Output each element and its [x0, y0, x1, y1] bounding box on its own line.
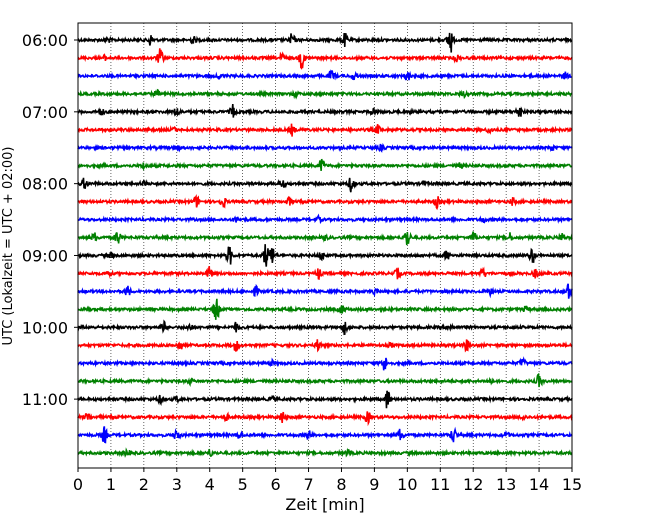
x-axis-ticks: 0 1 2 3 4 5 6 7 8 9 10 11 12 13 14 15: [73, 468, 582, 494]
x-tick-label: 8: [336, 475, 346, 494]
trace-0730: [77, 142, 573, 153]
trace-0900: [77, 244, 573, 267]
x-tick-label: 5: [238, 475, 248, 494]
y-tick-label: 09:00: [22, 246, 68, 265]
trace-0800: [77, 177, 573, 193]
traces-group: [77, 32, 573, 458]
vertical-gridlines: [110, 23, 540, 468]
y-tick-label: 10:00: [22, 318, 68, 337]
trace-0630: [77, 69, 573, 81]
trace-0945: [77, 298, 573, 320]
x-tick-label: 2: [139, 475, 149, 494]
trace-1100: [77, 390, 573, 409]
trace-1000: [77, 319, 573, 336]
x-tick-label: 11: [430, 475, 450, 494]
y-axis-ticks: 06:00 07:00 08:00 09:00 10:00 11:00: [22, 31, 78, 409]
y-tick-label: 07:00: [22, 103, 68, 122]
x-tick-label: 3: [172, 475, 182, 494]
trace-0930: [77, 283, 573, 299]
trace-0830: [77, 213, 573, 225]
x-tick-label: 10: [397, 475, 417, 494]
y-tick-label: 08:00: [22, 175, 68, 194]
trace-0715: [77, 123, 573, 137]
trace-0815: [77, 194, 573, 211]
x-tick-label: 14: [529, 475, 549, 494]
trace-1130: [77, 426, 573, 444]
trace-0600: [77, 32, 573, 53]
y-tick-label: 06:00: [22, 31, 68, 50]
trace-1045: [77, 372, 573, 388]
trace-0645: [77, 88, 573, 100]
trace-0915: [77, 266, 573, 280]
trace-0745: [77, 158, 573, 172]
trace-1115: [77, 411, 573, 427]
x-axis-label: Zeit [min]: [285, 495, 364, 514]
trace-1015: [77, 339, 573, 353]
x-tick-label: 12: [463, 475, 483, 494]
x-tick-label: 15: [562, 475, 582, 494]
trace-0615: [77, 48, 573, 70]
x-tick-label: 0: [73, 475, 83, 494]
x-tick-label: 4: [205, 475, 215, 494]
trace-0845: [77, 231, 573, 246]
trace-0700: [77, 103, 573, 118]
x-tick-label: 1: [106, 475, 116, 494]
x-tick-label: 9: [369, 475, 379, 494]
x-tick-label: 6: [271, 475, 281, 494]
trace-1030: [77, 356, 573, 371]
plot-frame: [77, 22, 573, 469]
y-tick-label: 11:00: [22, 390, 68, 409]
y-axis-label: UTC (Lokalzeit = UTC + 02:00): [1, 147, 16, 346]
x-tick-label: 7: [303, 475, 313, 494]
x-tick-label: 13: [496, 475, 516, 494]
trace-1145: [77, 447, 573, 458]
